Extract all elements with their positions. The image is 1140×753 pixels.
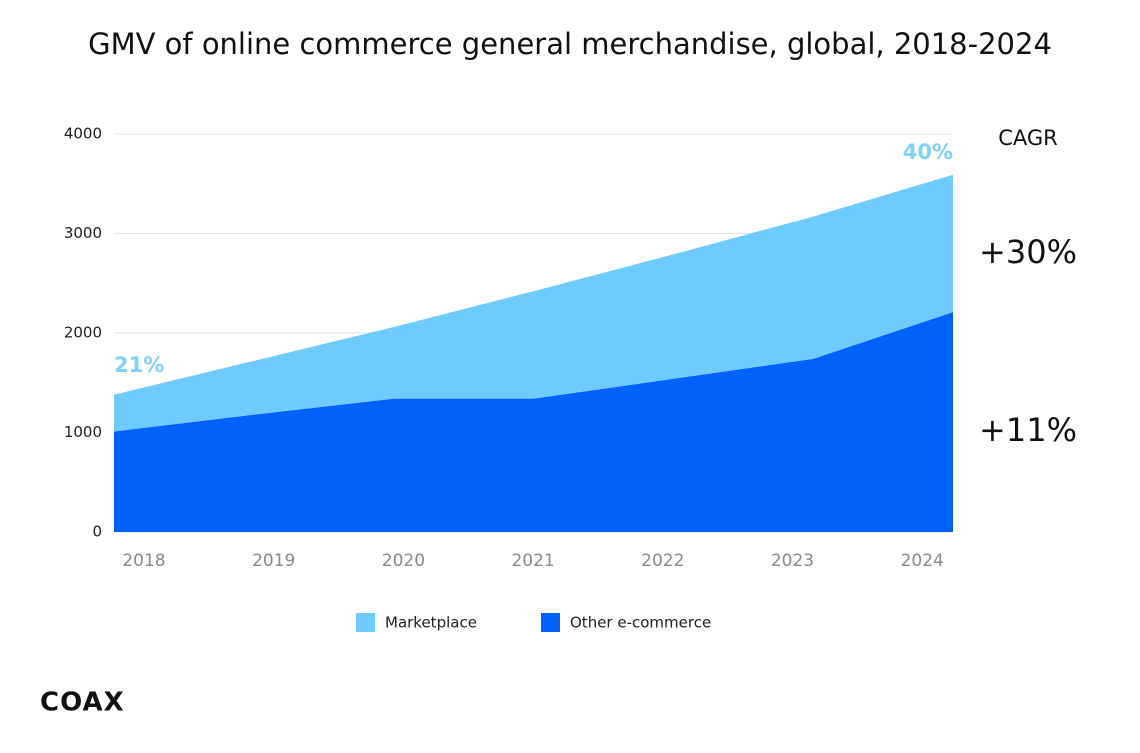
area (114, 174, 953, 432)
y-tick-label: 3000 (64, 224, 102, 242)
x-tick-label: 2023 (771, 551, 814, 571)
legend-label: Marketplace (385, 614, 477, 632)
legend-swatch (541, 613, 560, 632)
y-tick-label: 4000 (64, 125, 102, 143)
annotation: +30% (979, 233, 1077, 271)
x-tick-label: 2018 (122, 551, 165, 571)
x-tick-label: 2021 (511, 551, 554, 571)
legend-label: Other e-commerce (570, 614, 711, 632)
x-tick-label: 2019 (252, 551, 295, 571)
annotation: CAGR (998, 126, 1058, 150)
annotation: 40% (903, 140, 953, 164)
chart-title: GMV of online commerce general merchandi… (88, 27, 1052, 61)
x-tick-label: 2024 (901, 551, 944, 571)
annotation: 21% (114, 353, 164, 377)
x-tick-label: 2020 (382, 551, 425, 571)
y-tick-label: 1000 (64, 423, 102, 441)
x-tick-label: 2022 (641, 551, 684, 571)
y-tick-label: 0 (92, 523, 102, 541)
annotation: +11% (979, 411, 1077, 449)
area (114, 312, 953, 532)
y-tick-label: 2000 (64, 324, 102, 342)
logo: COAX (40, 688, 125, 718)
legend-swatch (356, 613, 375, 632)
